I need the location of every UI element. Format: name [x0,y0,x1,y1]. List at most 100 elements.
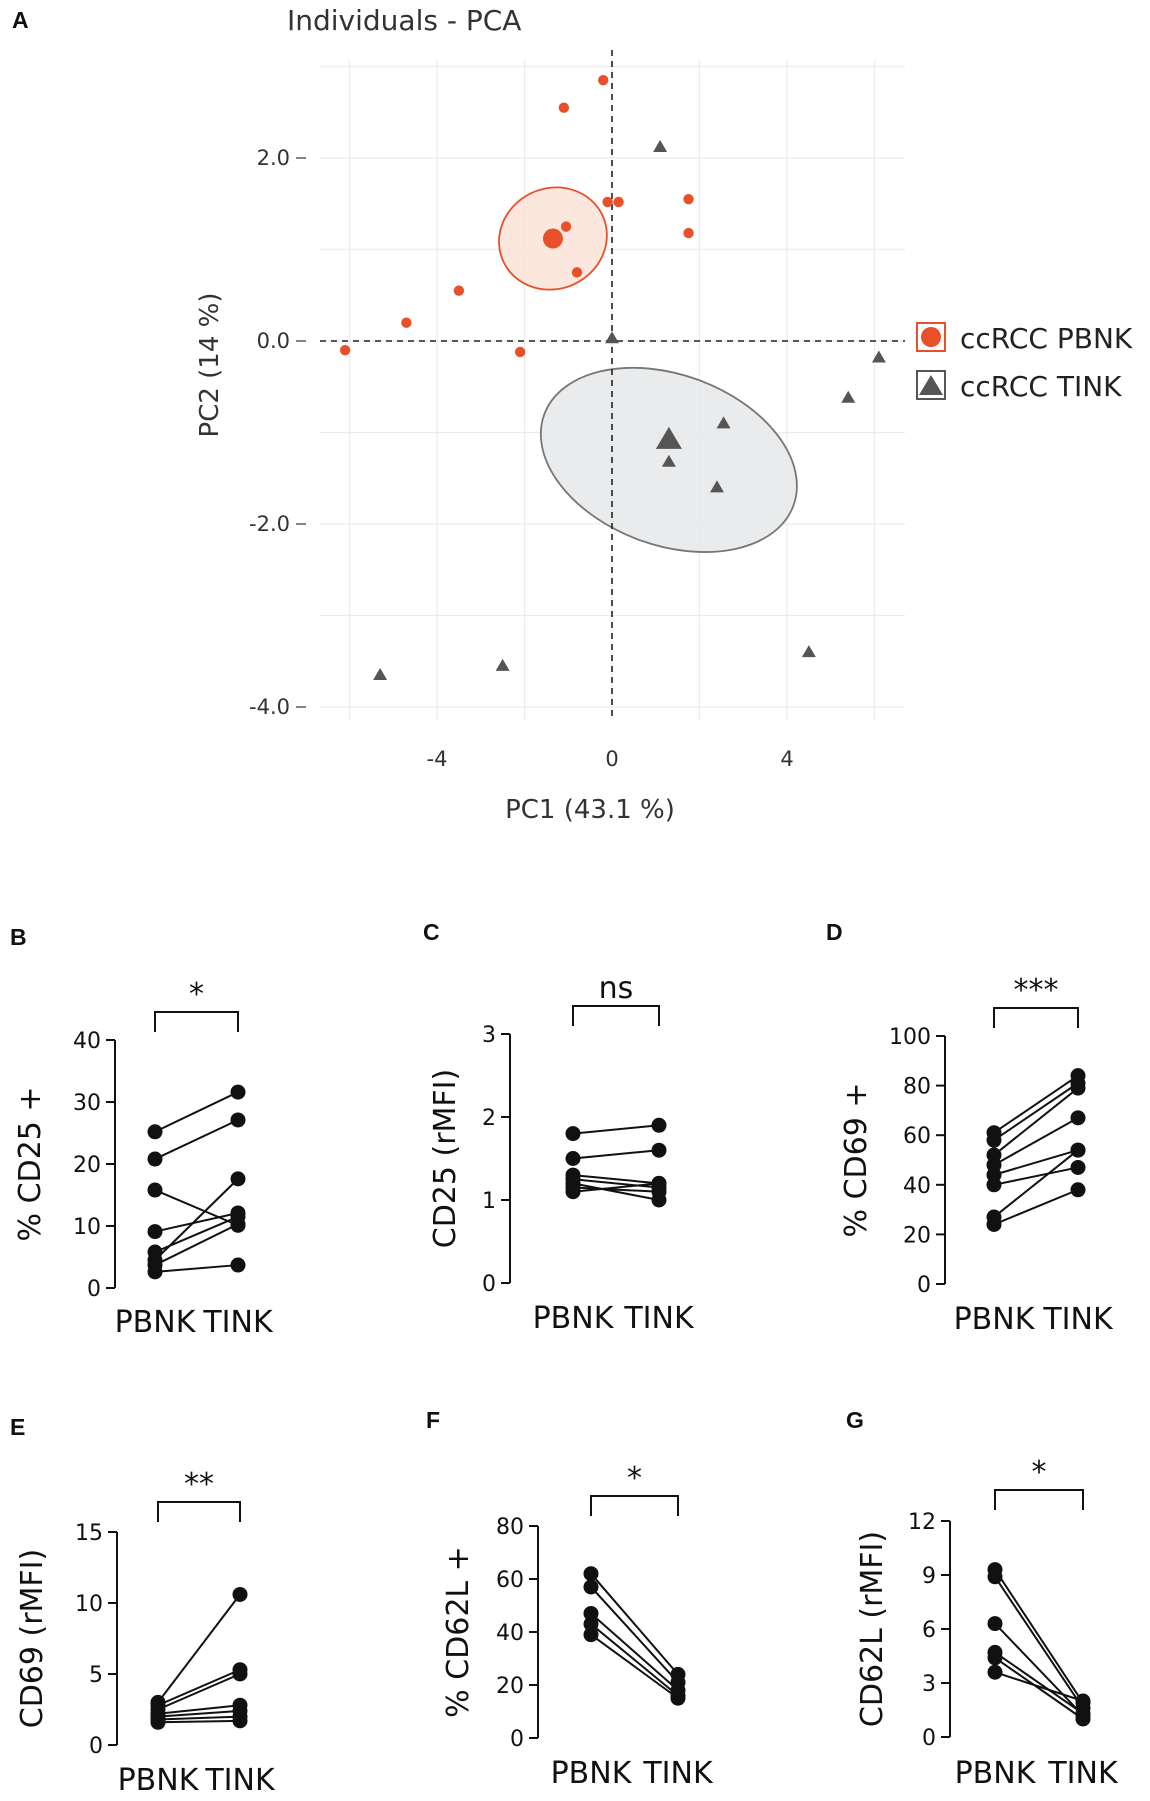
pca-point-pbnk [560,221,572,232]
pca-y-tick-label: 2.0 [257,146,290,170]
legend-label-tink: ccRCC TINK [960,370,1122,403]
pca-point-tink [661,454,676,467]
pca-point-pbnk [558,102,570,113]
y-tick-label: 20 [903,1223,931,1248]
pca-point-pbnk [598,75,609,86]
pca-y-tick-label: -4.0 [249,695,290,719]
x-category-label: PBNK [118,1763,200,1798]
data-point-tink [1070,1110,1086,1126]
pca-ticks: -4 0 4 -4.0 -2.0 0.0 2.0 [249,146,794,771]
x-category-label: PBNK [115,1305,197,1340]
y-axis-label: CD62L (rMFI) [855,1531,890,1727]
paired-line [994,1569,1084,1704]
y-tick-label: 60 [496,1568,524,1593]
data-point-pbnk [147,1151,163,1167]
pca-x-tick-label: 0 [605,747,618,771]
paired-line [572,1182,660,1201]
paired-line [154,1178,239,1261]
panel-letter-d: D [826,919,843,945]
data-point-pbnk [150,1714,166,1730]
data-point-tink [232,1666,248,1682]
data-point-pbnk [583,1566,599,1582]
y-tick-label: 100 [889,1025,931,1050]
y-axis-label: CD69 (rMFI) [15,1549,50,1729]
x-category-label: TINK [623,1301,695,1336]
x-category-label: PBNK [551,1756,633,1791]
paired-line [154,1189,239,1227]
paired-line [590,1633,679,1700]
y-tick-label: 1 [482,1189,496,1214]
pca-point-pbnk [514,346,526,358]
y-tick-label: 30 [73,1091,101,1116]
data-point-pbnk [986,1132,1002,1148]
significance-bracket [572,1005,660,1026]
y-tick-label: 40 [496,1621,524,1646]
y-tick-label: 20 [73,1153,101,1178]
significance-bracket [993,1007,1079,1028]
data-point-pbnk [565,1126,581,1142]
pca-point-tink [710,480,724,493]
paired-line [993,1087,1079,1156]
data-point-tink [651,1117,667,1133]
y-tick-label: 80 [496,1515,524,1540]
pca-point-pbnk [613,196,624,208]
pca-y-axis-label: PC2 (14 %) [195,293,225,438]
data-point-pbnk [986,1177,1002,1193]
y-tick-label: 5 [89,1663,103,1688]
x-category-label: PBNK [954,1302,1036,1337]
significance-bracket [590,1495,679,1516]
data-point-pbnk [147,1124,163,1140]
paired-line [590,1586,679,1684]
significance-label: ns [599,971,634,1006]
paired-line [157,1673,241,1711]
y-tick-label: 60 [903,1124,931,1149]
data-point-pbnk [583,1627,599,1643]
data-point-tink [1070,1159,1086,1175]
paired-line [154,1119,239,1160]
y-tick-label: 9 [922,1564,936,1589]
y-tick-label: 0 [482,1272,496,1297]
paired-line [994,1656,1084,1720]
paired-line [993,1074,1079,1134]
panel-g-chart: 0 3 6 9 12 CD62L (rMFI) PBNK TINK * [855,1455,1119,1791]
significance-label: ** [184,1467,214,1502]
significance-label: * [189,977,204,1012]
pca-y-tick-label: -2.0 [249,512,290,536]
panel-e-chart: 0 5 10 15 CD69 (rMFI) PBNK TINK ** [15,1467,276,1798]
pca-point-pbnk [683,193,694,205]
pca-point-pbnk [453,285,465,296]
y-tick-label: 3 [482,1023,496,1048]
data-point-tink [230,1084,246,1100]
x-category-label: TINK [202,1305,274,1340]
panel-letter-c: C [423,919,440,945]
panel-c-chart: 0 1 2 3 CD25 (rMFI) PBNK TINK ns [428,971,695,1336]
data-point-tink [230,1257,246,1273]
paired-line [157,1715,241,1721]
paired-line [993,1082,1079,1141]
pca-y-tick-label: 0.0 [257,329,290,353]
y-tick-label: 40 [73,1029,101,1054]
data-point-pbnk [565,1151,581,1166]
data-point-pbnk [565,1184,581,1200]
pca-point-tink [373,667,388,680]
paired-line [994,1651,1084,1715]
panel-letter-g: G [846,1407,864,1433]
paired-line [993,1116,1079,1166]
panel-letter-a: A [12,7,29,33]
paired-line [157,1709,241,1718]
paired-line [154,1223,239,1266]
paired-line [572,1174,660,1185]
panel-letter-b: B [10,924,27,950]
data-point-pbnk [987,1616,1003,1632]
pca-point-tink [653,140,668,153]
data-point-tink [230,1112,246,1128]
paired-line [994,1622,1084,1717]
data-point-tink [1070,1182,1086,1198]
data-point-tink [230,1171,246,1187]
data-point-pbnk [147,1224,163,1240]
paired-line [154,1212,239,1233]
significance-label: * [1032,1455,1047,1490]
panel-b-chart: 0 10 20 30 40 % CD25 + PBNK TINK * [13,977,274,1340]
x-category-label: TINK [204,1763,276,1798]
